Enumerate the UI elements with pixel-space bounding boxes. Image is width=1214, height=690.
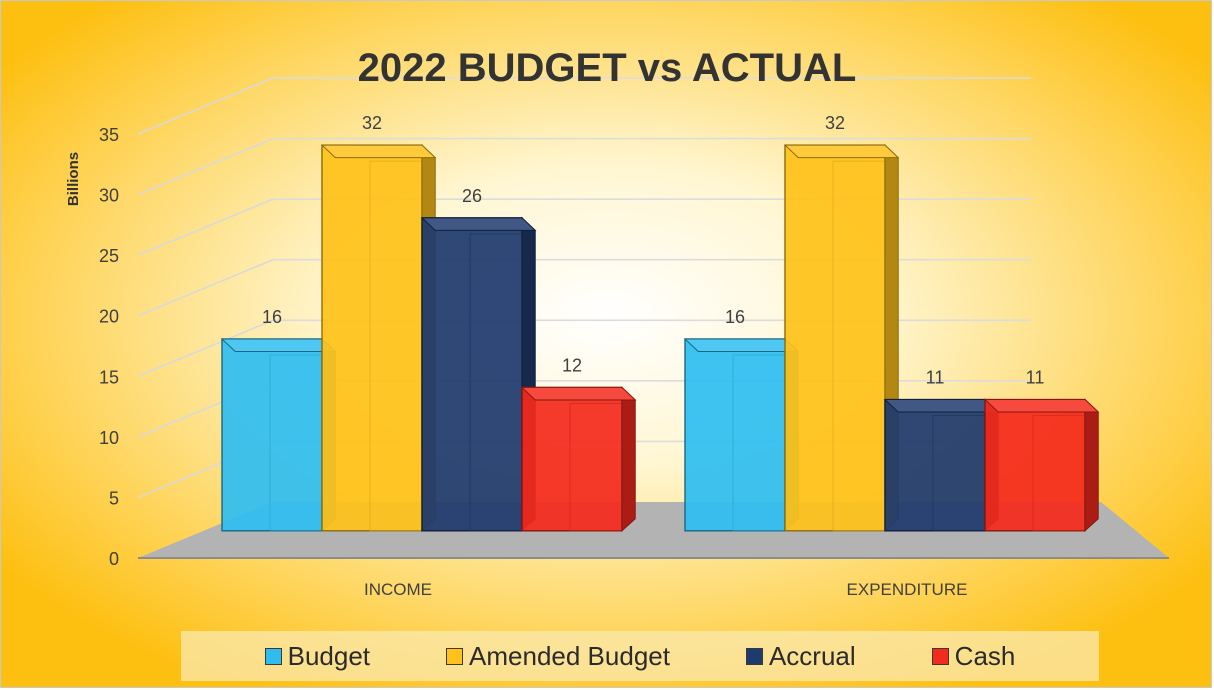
bar bbox=[683, 337, 800, 532]
x-category-label: EXPENDITURE bbox=[847, 580, 968, 599]
y-tick-label: 0 bbox=[109, 549, 119, 569]
legend-item: Accrual bbox=[745, 640, 856, 672]
data-label: 16 bbox=[262, 307, 282, 327]
legend-item: Amended Budget bbox=[446, 641, 670, 672]
bar-top bbox=[983, 399, 1100, 413]
bar bbox=[983, 398, 1100, 532]
gridline-diagonal bbox=[137, 258, 274, 317]
bar bbox=[883, 398, 1000, 532]
data-label: 32 bbox=[362, 113, 382, 133]
y-axis-ticks: 0 5 10 15 20 25 30 35 bbox=[99, 125, 119, 569]
bar-top bbox=[420, 217, 537, 231]
data-label: 16 bbox=[725, 307, 745, 327]
bar-top bbox=[683, 338, 800, 352]
y-tick-label: 10 bbox=[99, 428, 119, 448]
legend-item: Cash bbox=[931, 640, 1016, 672]
data-label: 26 bbox=[462, 186, 482, 206]
legend-label: Cash bbox=[954, 640, 1016, 671]
data-label: 12 bbox=[562, 355, 582, 375]
bar-front bbox=[521, 386, 623, 532]
legend-label: Amended Budget bbox=[469, 640, 670, 671]
legend-item: Budget bbox=[264, 640, 371, 672]
legend: Budget Amended Budget Accrual Cash bbox=[181, 631, 1099, 681]
y-tick-label: 5 bbox=[109, 488, 119, 508]
bar-side bbox=[621, 386, 636, 532]
bar-front bbox=[784, 144, 886, 532]
legend-swatch bbox=[931, 647, 949, 665]
bar bbox=[220, 337, 337, 532]
gridline-diagonal bbox=[137, 319, 274, 378]
legend-label: Budget bbox=[287, 640, 371, 671]
y-tick-label: 15 bbox=[99, 367, 119, 387]
chart-title: 2022 BUDGET vs ACTUAL bbox=[358, 46, 857, 90]
bar-top bbox=[520, 386, 637, 401]
y-tick-label: 20 bbox=[99, 307, 119, 327]
bar-front bbox=[421, 217, 523, 532]
gridline-diagonal bbox=[137, 77, 274, 135]
bars bbox=[220, 143, 1100, 532]
bar-side bbox=[1084, 398, 1099, 532]
bar bbox=[320, 143, 437, 532]
bar-front bbox=[884, 398, 986, 532]
y-tick-label: 35 bbox=[99, 125, 119, 145]
bar-top bbox=[883, 399, 1000, 413]
y-tick-label: 30 bbox=[99, 186, 119, 206]
gridline-diagonal bbox=[137, 137, 274, 196]
x-axis-categories: INCOME EXPENDITURE bbox=[364, 580, 967, 599]
bar-top bbox=[783, 144, 900, 159]
bar bbox=[520, 386, 637, 532]
data-labels: 16 32 26 12 16 32 11 11 bbox=[262, 113, 1044, 387]
data-label: 11 bbox=[1026, 368, 1045, 388]
y-axis-label: Billions bbox=[65, 152, 82, 206]
legend-swatch bbox=[745, 647, 763, 665]
bar-front bbox=[984, 398, 1086, 532]
bar-front bbox=[321, 144, 423, 532]
y-tick-label: 25 bbox=[99, 246, 119, 266]
bar-front bbox=[221, 338, 323, 532]
legend-label: Accrual bbox=[768, 640, 856, 671]
x-category-label: INCOME bbox=[364, 580, 432, 599]
gridline-diagonal bbox=[137, 198, 274, 256]
bar-top bbox=[320, 144, 437, 159]
bar-front bbox=[684, 338, 786, 532]
bar bbox=[783, 143, 900, 532]
data-label: 32 bbox=[825, 113, 845, 133]
bar bbox=[420, 216, 537, 532]
data-label: 11 bbox=[926, 368, 945, 388]
legend-swatch bbox=[446, 647, 464, 665]
legend-swatch bbox=[264, 647, 282, 665]
bar-top bbox=[220, 338, 337, 352]
